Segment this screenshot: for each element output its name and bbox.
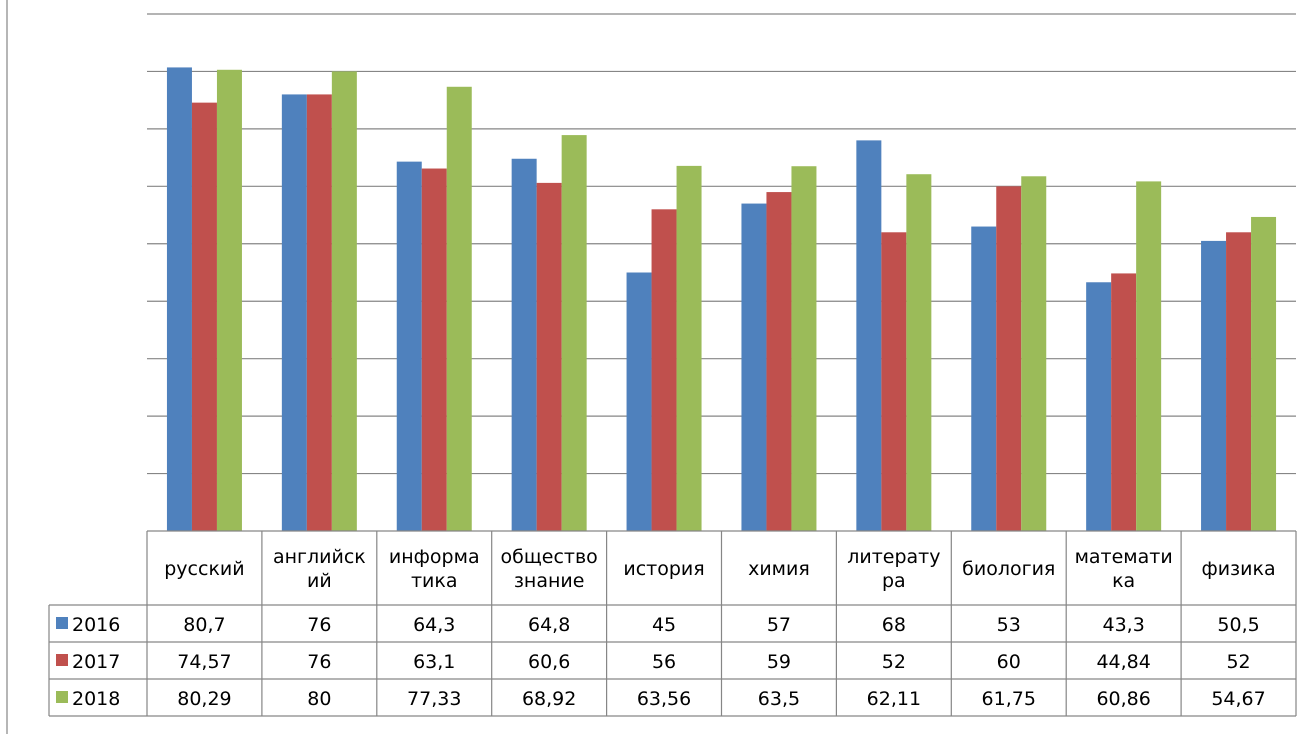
category-label: английск bbox=[273, 546, 366, 568]
data-label: 64,8 bbox=[528, 614, 570, 636]
bar-2018-1 bbox=[331, 71, 357, 531]
data-label: 60 bbox=[997, 651, 1021, 673]
data-label: 80,7 bbox=[183, 614, 225, 636]
bar-2016-1 bbox=[281, 94, 307, 531]
category-label: физика bbox=[1201, 558, 1275, 580]
data-label: 60,86 bbox=[1096, 688, 1150, 710]
bars bbox=[166, 67, 1277, 532]
data-label: 52 bbox=[1226, 651, 1250, 673]
category-label: химия bbox=[748, 558, 810, 580]
bar-2018-8 bbox=[1136, 181, 1162, 531]
category-label: история bbox=[623, 558, 704, 580]
bar-2017-5 bbox=[766, 192, 792, 532]
bar-2016-4 bbox=[626, 272, 652, 531]
data-label: 64,3 bbox=[413, 614, 455, 636]
bar-2017-1 bbox=[306, 94, 332, 531]
data-label: 80 bbox=[307, 688, 331, 710]
legend-label-2018: 2018 bbox=[72, 688, 120, 710]
category-label: математи bbox=[1075, 546, 1173, 568]
bar-2016-0 bbox=[166, 67, 192, 531]
data-label: 63,56 bbox=[637, 688, 691, 710]
bar-2016-8 bbox=[1086, 282, 1112, 531]
bar-2016-9 bbox=[1201, 240, 1227, 531]
bar-2016-7 bbox=[971, 226, 997, 532]
data-label: 60,6 bbox=[528, 651, 570, 673]
bar-2017-9 bbox=[1226, 232, 1252, 532]
data-label: 77,33 bbox=[407, 688, 461, 710]
category-label: ий bbox=[307, 570, 332, 592]
data-label: 45 bbox=[652, 614, 676, 636]
category-label: русский bbox=[164, 558, 244, 580]
category-label: общество bbox=[501, 546, 598, 568]
data-label: 63,1 bbox=[413, 651, 455, 673]
bar-2018-3 bbox=[561, 135, 587, 531]
data-label: 68,92 bbox=[522, 688, 576, 710]
bar-2017-7 bbox=[996, 186, 1022, 532]
category-label: биология bbox=[962, 558, 1055, 580]
category-label: литерату bbox=[847, 546, 940, 568]
legend-key-2016 bbox=[56, 617, 68, 629]
bar-2016-3 bbox=[511, 158, 537, 531]
bar-2017-4 bbox=[651, 209, 677, 532]
data-label: 57 bbox=[767, 614, 791, 636]
data-label: 59 bbox=[767, 651, 791, 673]
bar-2018-9 bbox=[1251, 216, 1277, 531]
bar-2018-4 bbox=[676, 165, 702, 531]
data-label: 76 bbox=[307, 651, 331, 673]
data-label: 74,57 bbox=[177, 651, 231, 673]
bar-2016-6 bbox=[856, 140, 882, 531]
category-label: ра bbox=[882, 570, 906, 592]
data-label: 54,67 bbox=[1211, 688, 1265, 710]
bar-2018-5 bbox=[791, 166, 817, 531]
data-label: 53 bbox=[997, 614, 1021, 636]
legend-key-2017 bbox=[56, 654, 68, 666]
category-label: тика bbox=[411, 570, 458, 592]
data-label: 44,84 bbox=[1096, 651, 1150, 673]
bar-2018-6 bbox=[906, 174, 932, 531]
bar-2018-0 bbox=[216, 69, 242, 531]
data-label: 80,29 bbox=[177, 688, 231, 710]
data-label: 62,11 bbox=[867, 688, 921, 710]
data-label: 50,5 bbox=[1217, 614, 1259, 636]
category-label: ка bbox=[1112, 570, 1135, 592]
bar-2016-5 bbox=[741, 203, 767, 532]
data-label: 76 bbox=[307, 614, 331, 636]
data-label: 68 bbox=[882, 614, 906, 636]
legend-key-2018 bbox=[56, 691, 68, 703]
bar-2017-8 bbox=[1111, 273, 1137, 531]
bar-2017-3 bbox=[536, 182, 562, 532]
bar-2017-2 bbox=[421, 168, 447, 531]
data-label: 56 bbox=[652, 651, 676, 673]
data-label: 43,3 bbox=[1102, 614, 1144, 636]
legend-label-2016: 2016 bbox=[72, 614, 120, 636]
category-label: информа bbox=[389, 546, 480, 568]
legend-label-2017: 2017 bbox=[72, 651, 120, 673]
category-label: знание bbox=[514, 570, 585, 592]
bar-2018-7 bbox=[1021, 176, 1047, 531]
data-label: 61,75 bbox=[982, 688, 1036, 710]
bar-2017-6 bbox=[881, 232, 907, 532]
bar-2018-2 bbox=[446, 86, 472, 532]
bar-2017-0 bbox=[191, 102, 217, 531]
data-label: 63,5 bbox=[758, 688, 800, 710]
bar-2016-2 bbox=[396, 161, 422, 532]
data-label: 52 bbox=[882, 651, 906, 673]
